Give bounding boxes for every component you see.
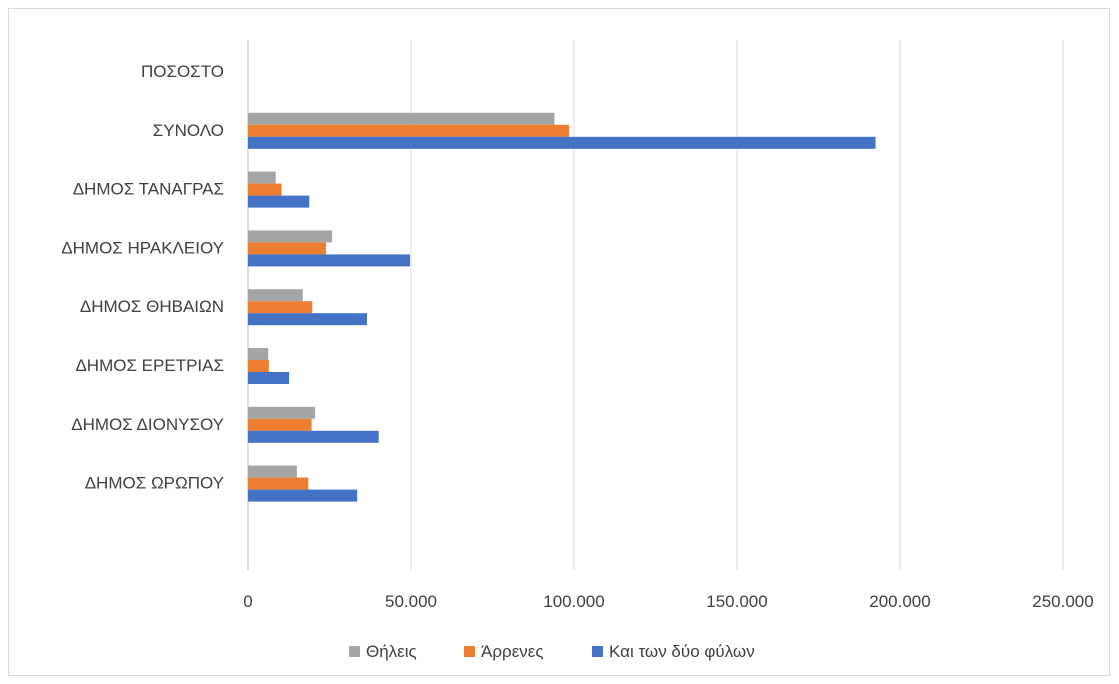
bar-5-2 [248, 372, 290, 384]
x-tick-label: 200.000 [869, 592, 930, 611]
category-label: ΔΗΜΟΣ ΗΡΑΚΛΕΙΟΥ [61, 238, 224, 257]
category-label: ΔΗΜΟΣ ΤΑΝΑΓΡΑΣ [73, 180, 224, 199]
chart-frame [8, 8, 1110, 676]
legend-swatch [464, 646, 475, 657]
x-tick-labels: 0 50.000 100.000 150.000 200.000 250.000 [243, 592, 1093, 611]
bar-1-0 [248, 112, 555, 125]
bar-3-1 [248, 242, 326, 255]
bar-1-1 [248, 124, 570, 137]
bar-5-1 [248, 360, 269, 372]
bar-2-1 [248, 183, 282, 196]
bar-4-1 [248, 301, 313, 314]
legend-swatch [349, 646, 360, 657]
x-tick-label: 250.000 [1032, 592, 1093, 611]
bar-4-0 [248, 289, 303, 302]
bar-6-0 [248, 406, 316, 419]
legend-label: Άρρενες [481, 642, 544, 661]
category-label: ΠΟΣΟΣΤΟ [141, 62, 224, 81]
bars [248, 112, 876, 502]
category-label: ΔΗΜΟΣ ΩΡΩΠΟΥ [85, 474, 224, 493]
legend-label: Θήλεις [366, 642, 417, 661]
legend-label: Και των δύο φύλων [609, 642, 755, 661]
x-tick-label: 50.000 [385, 592, 437, 611]
category-label: ΔΗΜΟΣ ΘΗΒΑΙΩΝ [80, 297, 224, 316]
bar-3-0 [248, 230, 333, 243]
bar-3-2 [248, 254, 411, 267]
bar-5-0 [248, 348, 269, 360]
x-tick-label: 0 [243, 592, 252, 611]
bar-4-2 [248, 313, 367, 326]
category-labels: ΠΟΣΟΣΤΟ ΣΥΝΟΛΟ ΔΗΜΟΣ ΤΑΝΑΓΡΑΣ ΔΗΜΟΣ ΗΡΑΚΛΕΙ… [61, 62, 224, 493]
bar-7-1 [248, 477, 309, 490]
category-label: ΔΗΜΟΣ ΕΡΕΤΡΙΑΣ [75, 356, 224, 375]
bar-7-2 [248, 489, 358, 502]
bar-2-2 [248, 195, 310, 208]
category-label: ΔΗΜΟΣ ΔΙΟΝΥΣΟΥ [71, 415, 224, 434]
x-tick-label: 100.000 [543, 592, 604, 611]
legend: Θήλεις Άρρενες Και των δύο φύλων [349, 642, 755, 661]
x-tick-label: 150.000 [706, 592, 767, 611]
legend-swatch [592, 646, 603, 657]
bar-2-0 [248, 171, 276, 184]
bar-1-2 [248, 136, 876, 149]
bar-7-0 [248, 465, 297, 478]
bar-6-2 [248, 430, 379, 443]
category-label: ΣΥΝΟΛΟ [153, 121, 224, 140]
bar-6-1 [248, 418, 312, 431]
